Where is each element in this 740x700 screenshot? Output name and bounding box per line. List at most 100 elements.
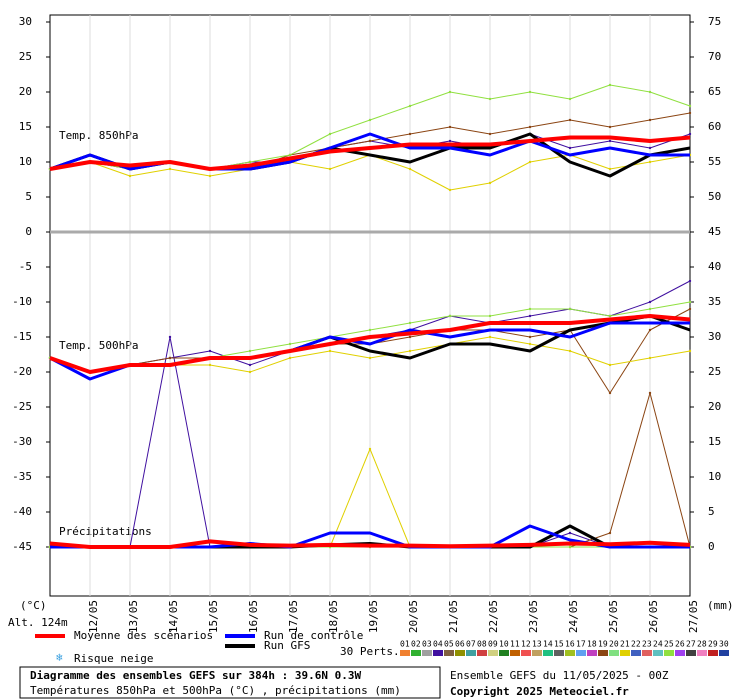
pert-number: 09 <box>488 640 498 649</box>
pert-number: 24 <box>653 640 663 649</box>
point <box>488 181 492 185</box>
pert-number: 17 <box>576 640 586 649</box>
pert-number: 16 <box>565 640 575 649</box>
y2-tick-label: 0 <box>708 540 715 553</box>
point <box>208 349 212 353</box>
x-tick-label: 25/05 <box>607 600 620 633</box>
point <box>128 174 132 178</box>
point <box>648 391 652 395</box>
point <box>248 349 252 353</box>
pert-swatch <box>598 650 608 656</box>
point <box>328 349 332 353</box>
x-tick-label: 17/05 <box>287 600 300 633</box>
point <box>608 363 612 367</box>
y-tick-label: -5 <box>19 260 32 273</box>
point <box>368 118 372 122</box>
panel-label: Précipitations <box>59 525 152 538</box>
pert-number: 03 <box>422 640 432 649</box>
point <box>688 279 692 283</box>
pert-swatch <box>620 650 630 656</box>
snow-icon: ❄ <box>56 651 63 664</box>
point <box>208 174 212 178</box>
y-tick-label: -25 <box>12 400 32 413</box>
point <box>368 447 372 451</box>
point <box>528 160 532 164</box>
y2-tick-label: 35 <box>708 295 721 308</box>
point <box>488 314 492 318</box>
pert-swatch <box>455 650 465 656</box>
footer-title: Diagramme des ensembles GEFS sur 384h : … <box>30 669 362 682</box>
legend-label: Moyenne des scénarios <box>74 629 213 642</box>
point <box>488 335 492 339</box>
pert-swatch <box>488 650 498 656</box>
pert-swatch <box>664 650 674 656</box>
y-tick-label: -10 <box>12 295 32 308</box>
y2-tick-label: 75 <box>708 15 721 28</box>
pert-number: 30 <box>719 640 729 649</box>
y-tick-label: 30 <box>19 15 32 28</box>
pert-number: 25 <box>664 640 674 649</box>
point <box>568 118 572 122</box>
point <box>448 125 452 129</box>
x-tick-label: 18/05 <box>327 600 340 633</box>
pert-swatch <box>697 650 707 656</box>
y-tick-label: 15 <box>19 120 32 133</box>
y-tick-label: -30 <box>12 435 32 448</box>
pert-number: 28 <box>697 640 707 649</box>
pert-number: 06 <box>455 640 465 649</box>
point <box>528 342 532 346</box>
point <box>368 139 372 143</box>
y-tick-label: -20 <box>12 365 32 378</box>
x-tick-label: 14/05 <box>167 600 180 633</box>
pert-number: 21 <box>620 640 630 649</box>
y2-tick-label: 10 <box>708 470 721 483</box>
y-tick-label: 5 <box>25 190 32 203</box>
left-unit: (°C) <box>20 599 47 612</box>
pert-swatch <box>521 650 531 656</box>
point <box>408 335 412 339</box>
run-info: Ensemble GEFS du 11/05/2025 - 00Z <box>450 669 669 682</box>
point <box>288 153 292 157</box>
point <box>648 118 652 122</box>
y-tick-label: -35 <box>12 470 32 483</box>
point <box>528 307 532 311</box>
point <box>408 167 412 171</box>
y-tick-label: -15 <box>12 330 32 343</box>
point <box>448 314 452 318</box>
pert-number: 10 <box>499 640 509 649</box>
pert-number: 14 <box>543 640 553 649</box>
point <box>608 391 612 395</box>
point <box>168 356 172 360</box>
pert-swatch <box>708 650 718 656</box>
pert-number: 15 <box>554 640 564 649</box>
point <box>688 111 692 115</box>
pert-number: 23 <box>642 640 652 649</box>
series-line <box>49 314 691 374</box>
point <box>168 167 172 171</box>
pert-number: 27 <box>686 640 696 649</box>
point <box>408 321 412 325</box>
point <box>368 356 372 360</box>
point <box>688 104 692 108</box>
point <box>328 132 332 136</box>
point <box>408 132 412 136</box>
pert-swatch <box>675 650 685 656</box>
point <box>448 90 452 94</box>
pert-swatch <box>642 650 652 656</box>
legend-label: Run de contrôle <box>264 629 363 642</box>
point <box>608 83 612 87</box>
pert-swatch <box>422 650 432 656</box>
panel-label: Temp. 500hPa <box>59 339 138 352</box>
x-tick-label: 12/05 <box>87 600 100 633</box>
point <box>168 335 172 339</box>
point <box>608 314 612 318</box>
point <box>568 349 572 353</box>
pert-number: 08 <box>477 640 487 649</box>
pert-number: 02 <box>411 640 421 649</box>
x-tick-label: 19/05 <box>367 600 380 633</box>
point <box>648 307 652 311</box>
pert-swatch <box>686 650 696 656</box>
pert-swatch <box>609 650 619 656</box>
x-tick-label: 13/05 <box>127 600 140 633</box>
